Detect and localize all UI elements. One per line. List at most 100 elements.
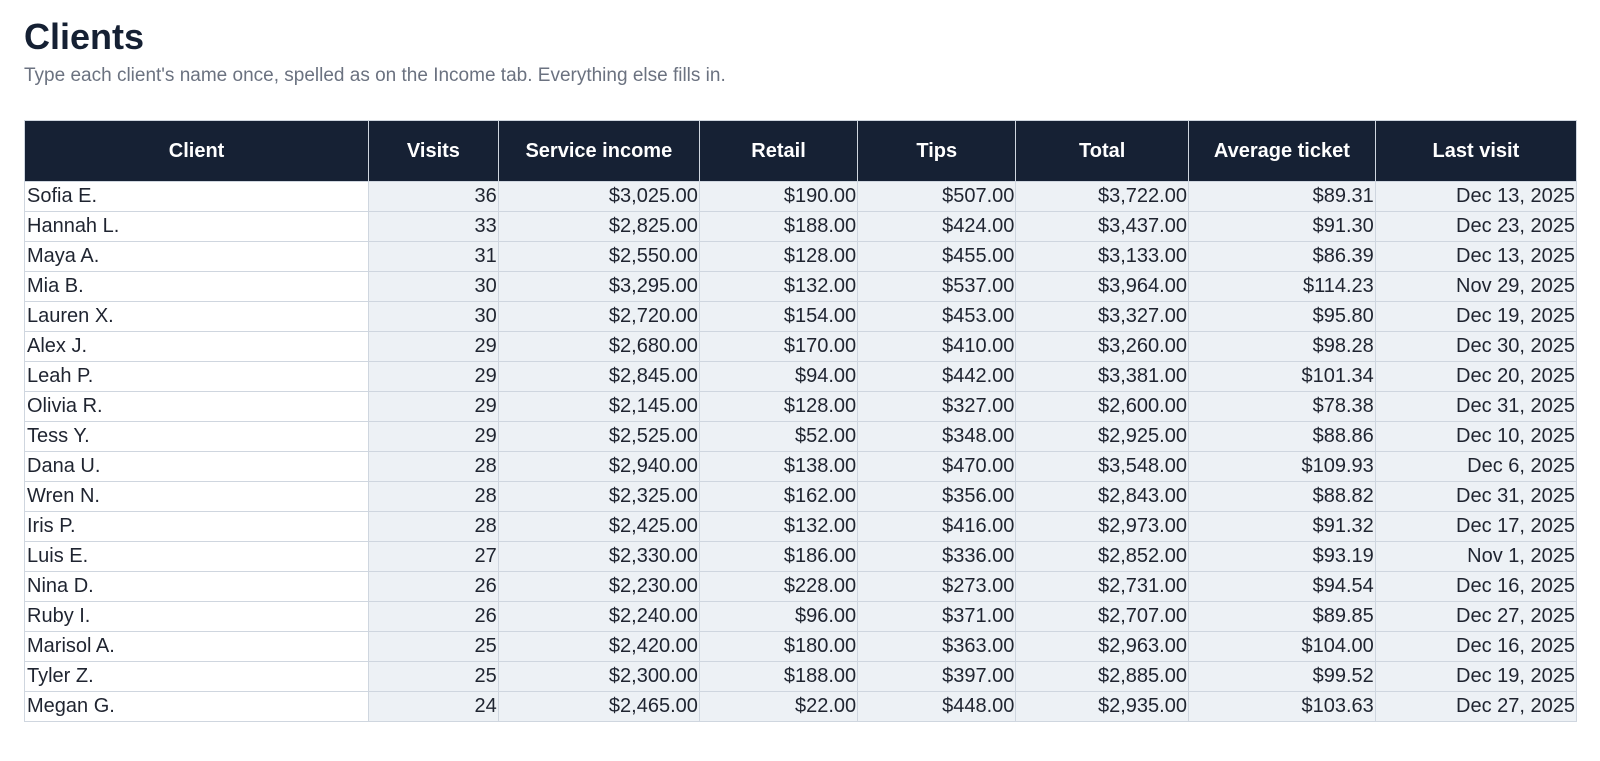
average-ticket-cell[interactable]: $101.34 bbox=[1187, 361, 1376, 392]
total-cell[interactable]: $3,327.00 bbox=[1015, 301, 1189, 332]
total-cell[interactable]: $3,260.00 bbox=[1015, 331, 1189, 362]
total-cell[interactable]: $2,600.00 bbox=[1015, 391, 1189, 422]
visits-cell[interactable]: 36 bbox=[368, 181, 499, 212]
average-ticket-cell[interactable]: $78.38 bbox=[1187, 391, 1376, 422]
total-cell[interactable]: $3,722.00 bbox=[1015, 181, 1189, 212]
average-ticket-cell[interactable]: $91.30 bbox=[1187, 211, 1376, 242]
retail-cell[interactable]: $186.00 bbox=[698, 541, 859, 572]
total-cell[interactable]: $2,963.00 bbox=[1015, 631, 1189, 662]
last-visit-cell[interactable]: Dec 31, 2025 bbox=[1374, 481, 1578, 512]
client-name-cell[interactable]: Olivia R. bbox=[23, 391, 370, 422]
tips-cell[interactable]: $397.00 bbox=[857, 661, 1017, 692]
tips-cell[interactable]: $537.00 bbox=[857, 271, 1017, 302]
service-income-cell[interactable]: $2,300.00 bbox=[497, 661, 700, 692]
total-cell[interactable]: $2,852.00 bbox=[1015, 541, 1189, 572]
tips-cell[interactable]: $453.00 bbox=[857, 301, 1017, 332]
column-header-average-ticket[interactable]: Average ticket bbox=[1187, 120, 1376, 182]
client-name-cell[interactable]: Iris P. bbox=[23, 511, 370, 542]
service-income-cell[interactable]: $2,680.00 bbox=[497, 331, 700, 362]
last-visit-cell[interactable]: Dec 20, 2025 bbox=[1374, 361, 1578, 392]
retail-cell[interactable]: $154.00 bbox=[698, 301, 859, 332]
visits-cell[interactable]: 26 bbox=[368, 601, 499, 632]
visits-cell[interactable]: 26 bbox=[368, 571, 499, 602]
last-visit-cell[interactable]: Nov 1, 2025 bbox=[1374, 541, 1578, 572]
average-ticket-cell[interactable]: $88.82 bbox=[1187, 481, 1376, 512]
last-visit-cell[interactable]: Dec 19, 2025 bbox=[1374, 661, 1578, 692]
client-name-cell[interactable]: Tyler Z. bbox=[23, 661, 370, 692]
average-ticket-cell[interactable]: $86.39 bbox=[1187, 241, 1376, 272]
client-name-cell[interactable]: Megan G. bbox=[23, 691, 370, 722]
last-visit-cell[interactable]: Dec 17, 2025 bbox=[1374, 511, 1578, 542]
retail-cell[interactable]: $94.00 bbox=[698, 361, 859, 392]
total-cell[interactable]: $2,731.00 bbox=[1015, 571, 1189, 602]
visits-cell[interactable]: 28 bbox=[368, 511, 499, 542]
average-ticket-cell[interactable]: $109.93 bbox=[1187, 451, 1376, 482]
visits-cell[interactable]: 27 bbox=[368, 541, 499, 572]
retail-cell[interactable]: $52.00 bbox=[698, 421, 859, 452]
last-visit-cell[interactable]: Nov 29, 2025 bbox=[1374, 271, 1578, 302]
visits-cell[interactable]: 29 bbox=[368, 391, 499, 422]
last-visit-cell[interactable]: Dec 16, 2025 bbox=[1374, 631, 1578, 662]
client-name-cell[interactable]: Marisol A. bbox=[23, 631, 370, 662]
average-ticket-cell[interactable]: $95.80 bbox=[1187, 301, 1376, 332]
retail-cell[interactable]: $180.00 bbox=[698, 631, 859, 662]
client-name-cell[interactable]: Leah P. bbox=[23, 361, 370, 392]
client-name-cell[interactable]: Tess Y. bbox=[23, 421, 370, 452]
visits-cell[interactable]: 24 bbox=[368, 691, 499, 722]
visits-cell[interactable]: 30 bbox=[368, 271, 499, 302]
total-cell[interactable]: $3,548.00 bbox=[1015, 451, 1189, 482]
column-header-total[interactable]: Total bbox=[1015, 120, 1189, 182]
visits-cell[interactable]: 29 bbox=[368, 361, 499, 392]
retail-cell[interactable]: $132.00 bbox=[698, 271, 859, 302]
service-income-cell[interactable]: $3,025.00 bbox=[497, 181, 700, 212]
average-ticket-cell[interactable]: $98.28 bbox=[1187, 331, 1376, 362]
last-visit-cell[interactable]: Dec 13, 2025 bbox=[1374, 181, 1578, 212]
service-income-cell[interactable]: $2,145.00 bbox=[497, 391, 700, 422]
tips-cell[interactable]: $424.00 bbox=[857, 211, 1017, 242]
service-income-cell[interactable]: $2,330.00 bbox=[497, 541, 700, 572]
retail-cell[interactable]: $228.00 bbox=[698, 571, 859, 602]
tips-cell[interactable]: $455.00 bbox=[857, 241, 1017, 272]
service-income-cell[interactable]: $2,465.00 bbox=[497, 691, 700, 722]
last-visit-cell[interactable]: Dec 31, 2025 bbox=[1374, 391, 1578, 422]
retail-cell[interactable]: $188.00 bbox=[698, 211, 859, 242]
retail-cell[interactable]: $128.00 bbox=[698, 391, 859, 422]
average-ticket-cell[interactable]: $88.86 bbox=[1187, 421, 1376, 452]
column-header-tips[interactable]: Tips bbox=[857, 120, 1017, 182]
visits-cell[interactable]: 29 bbox=[368, 421, 499, 452]
tips-cell[interactable]: $356.00 bbox=[857, 481, 1017, 512]
service-income-cell[interactable]: $2,940.00 bbox=[497, 451, 700, 482]
client-name-cell[interactable]: Alex J. bbox=[23, 331, 370, 362]
last-visit-cell[interactable]: Dec 19, 2025 bbox=[1374, 301, 1578, 332]
client-name-cell[interactable]: Lauren X. bbox=[23, 301, 370, 332]
column-header-retail[interactable]: Retail bbox=[698, 120, 859, 182]
tips-cell[interactable]: $348.00 bbox=[857, 421, 1017, 452]
average-ticket-cell[interactable]: $89.85 bbox=[1187, 601, 1376, 632]
service-income-cell[interactable]: $2,425.00 bbox=[497, 511, 700, 542]
service-income-cell[interactable]: $2,420.00 bbox=[497, 631, 700, 662]
column-header-service-income[interactable]: Service income bbox=[497, 120, 700, 182]
client-name-cell[interactable]: Ruby I. bbox=[23, 601, 370, 632]
average-ticket-cell[interactable]: $114.23 bbox=[1187, 271, 1376, 302]
client-name-cell[interactable]: Nina D. bbox=[23, 571, 370, 602]
retail-cell[interactable]: $128.00 bbox=[698, 241, 859, 272]
total-cell[interactable]: $2,973.00 bbox=[1015, 511, 1189, 542]
retail-cell[interactable]: $138.00 bbox=[698, 451, 859, 482]
tips-cell[interactable]: $363.00 bbox=[857, 631, 1017, 662]
last-visit-cell[interactable]: Dec 10, 2025 bbox=[1374, 421, 1578, 452]
last-visit-cell[interactable]: Dec 23, 2025 bbox=[1374, 211, 1578, 242]
tips-cell[interactable]: $507.00 bbox=[857, 181, 1017, 212]
retail-cell[interactable]: $188.00 bbox=[698, 661, 859, 692]
total-cell[interactable]: $3,133.00 bbox=[1015, 241, 1189, 272]
tips-cell[interactable]: $410.00 bbox=[857, 331, 1017, 362]
retail-cell[interactable]: $132.00 bbox=[698, 511, 859, 542]
service-income-cell[interactable]: $2,325.00 bbox=[497, 481, 700, 512]
visits-cell[interactable]: 28 bbox=[368, 451, 499, 482]
visits-cell[interactable]: 28 bbox=[368, 481, 499, 512]
visits-cell[interactable]: 25 bbox=[368, 631, 499, 662]
client-name-cell[interactable]: Dana U. bbox=[23, 451, 370, 482]
retail-cell[interactable]: $162.00 bbox=[698, 481, 859, 512]
last-visit-cell[interactable]: Dec 30, 2025 bbox=[1374, 331, 1578, 362]
client-name-cell[interactable]: Wren N. bbox=[23, 481, 370, 512]
retail-cell[interactable]: $22.00 bbox=[698, 691, 859, 722]
